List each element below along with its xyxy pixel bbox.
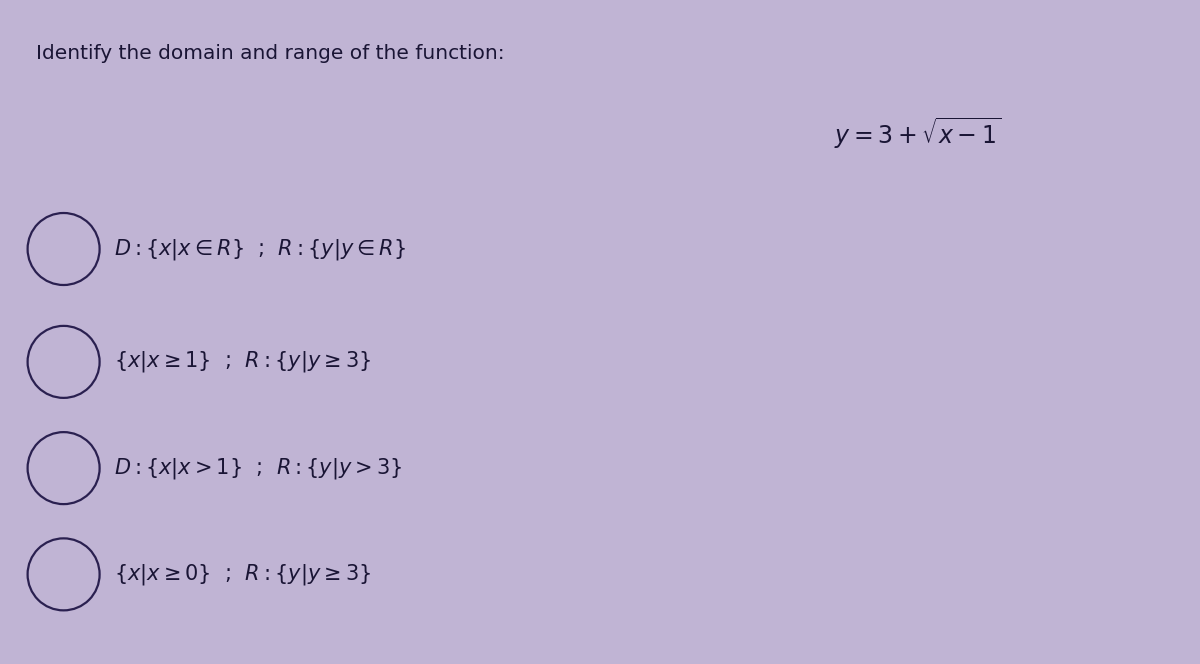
Text: $y = 3 + \sqrt{x-1}$: $y = 3 + \sqrt{x-1}$ (834, 115, 1001, 151)
Text: $D: \{x|x > 1\}$  ;  $R: \{y|y > 3\}$: $D: \{x|x > 1\}$ ; $R: \{y|y > 3\}$ (114, 456, 402, 481)
Text: Identify the domain and range of the function:: Identify the domain and range of the fun… (36, 44, 505, 62)
Text: $D:\{x|x \in R\}$  ;  $R: \{y|y \in R\}$: $D:\{x|x \in R\}$ ; $R: \{y|y \in R\}$ (114, 236, 406, 262)
Text: $\{x|x \geq 0\}$  ;  $R: \{y|y \geq 3\}$: $\{x|x \geq 0\}$ ; $R: \{y|y \geq 3\}$ (114, 562, 371, 587)
Text: $\{x|x \geq 1\}$  ;  $R: \{y|y \geq 3\}$: $\{x|x \geq 1\}$ ; $R: \{y|y \geq 3\}$ (114, 349, 371, 374)
